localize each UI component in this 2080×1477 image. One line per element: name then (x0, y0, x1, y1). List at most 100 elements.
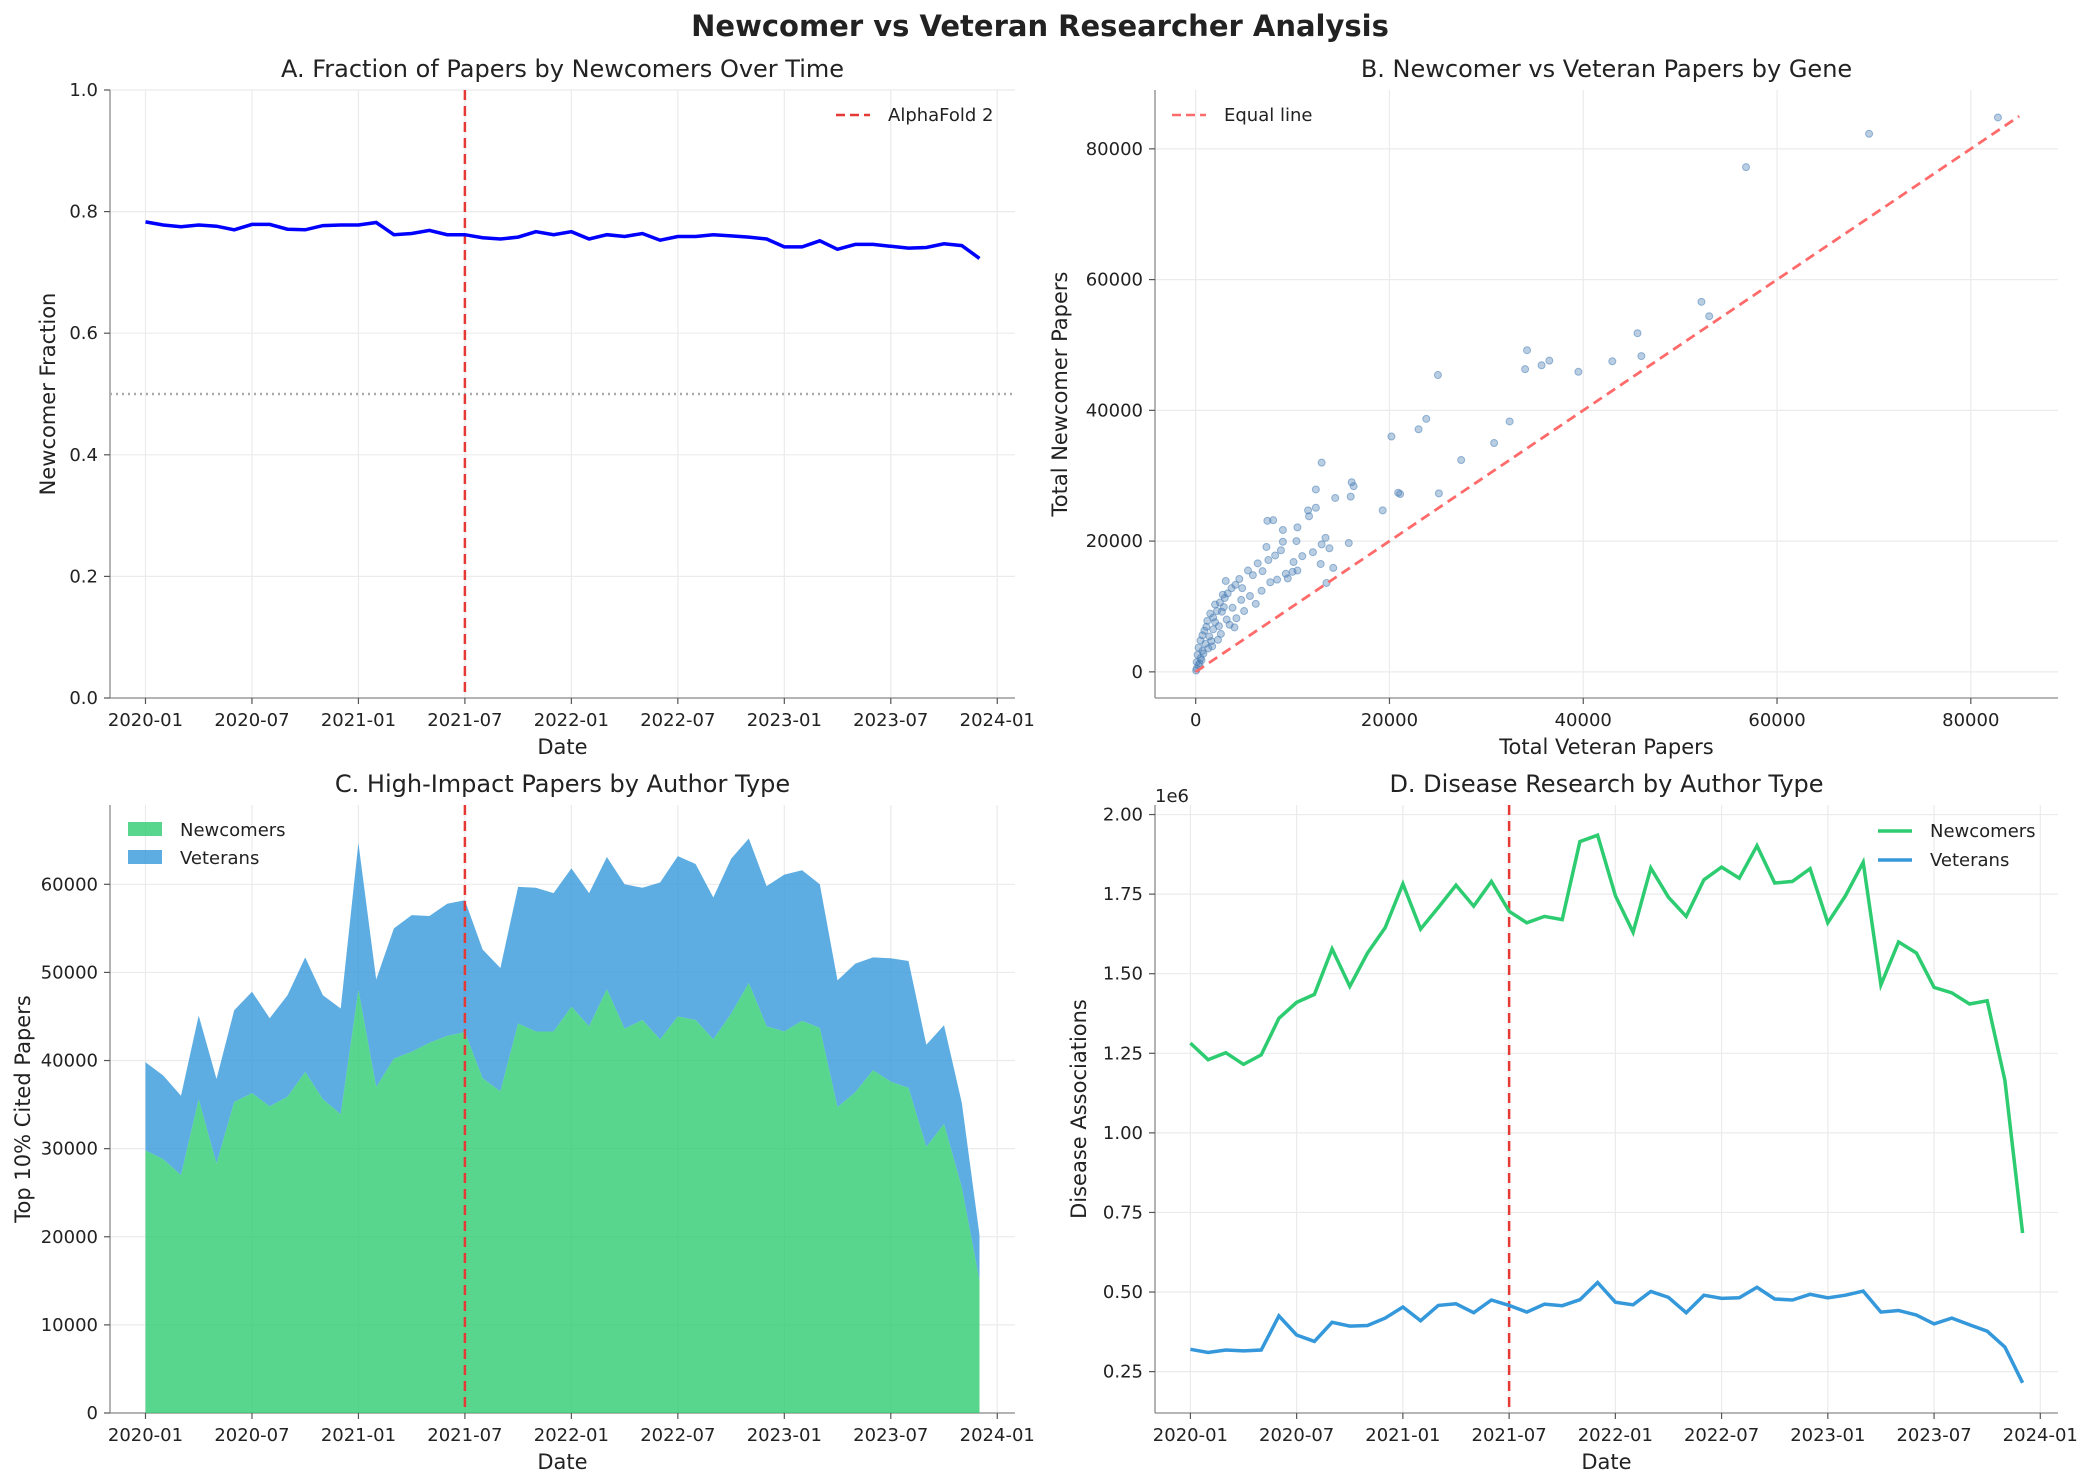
panel-title: B. Newcomer vs Veteran Papers by Gene (1361, 55, 1852, 83)
scatter-point (1608, 357, 1617, 366)
scatter-point (1993, 113, 2002, 122)
scatter-point (1281, 569, 1290, 578)
x-tick-label: 2022-07 (640, 710, 715, 731)
scatter-point (1228, 603, 1237, 612)
scatter-point (1317, 540, 1326, 549)
scatter-point (1293, 523, 1302, 532)
y-tick-label: 0.2 (69, 566, 98, 587)
scatter-point (1697, 297, 1706, 306)
x-tick-label: 40000 (1555, 710, 1612, 731)
y-tick-label: 10000 (41, 1315, 98, 1336)
newcomers-area (145, 983, 980, 1413)
x-tick-label: 80000 (1942, 710, 1999, 731)
y-tick-label: 50000 (41, 962, 98, 983)
scatter-point (1742, 163, 1751, 172)
scatter-point (1208, 642, 1217, 651)
scatter-point (1240, 607, 1249, 616)
scatter-point (1271, 551, 1280, 560)
scatter-point (1283, 574, 1292, 583)
scatter-point (1331, 493, 1340, 502)
x-tick-label: 2023-07 (1896, 1425, 1971, 1446)
x-tick-label: 60000 (1748, 710, 1805, 731)
scatter-point (1276, 546, 1285, 555)
scatter-point (1248, 571, 1257, 580)
y-tick-label: 1.25 (1103, 1043, 1143, 1064)
scatter-point (1637, 352, 1646, 361)
veterans-line (1190, 1279, 2025, 1384)
scatter-point (1204, 644, 1213, 653)
scatter-point (1298, 552, 1307, 561)
y-tick-label: 60000 (41, 874, 98, 895)
scatter-point (1387, 432, 1396, 441)
x-tick-label: 2020-07 (1259, 1425, 1334, 1446)
y-tick-label: 0.4 (69, 445, 98, 466)
scatter-point (1433, 371, 1442, 380)
x-tick-label: 2021-07 (427, 1425, 502, 1446)
x-tick-label: 2021-07 (427, 710, 502, 731)
y-tick-label: 20000 (41, 1227, 98, 1248)
scatter-point (1235, 575, 1244, 584)
equal-line (1194, 114, 2021, 674)
panel-d: 2020-01 2020-07 2021-01 2021-07 2022-01 2022-… (1067, 770, 2078, 1474)
scatter-point (1344, 539, 1353, 548)
scatter-point (1311, 485, 1320, 494)
scatter-point (1219, 603, 1228, 612)
scatter-point (1211, 600, 1220, 609)
y-tick-label: 0.75 (1103, 1202, 1143, 1223)
scatter-point (1378, 506, 1387, 515)
scatter-point (1490, 439, 1499, 448)
y-tick-label: 30000 (41, 1139, 98, 1160)
scatter-point (1202, 622, 1211, 631)
scatter-point (1214, 622, 1223, 631)
scatter-point (1273, 575, 1282, 584)
scatter-point (1227, 584, 1236, 593)
x-tick-label: 2024-01 (960, 1425, 1035, 1446)
scatter-point (1245, 592, 1254, 601)
newcomer-fraction-line (145, 220, 981, 260)
y-tick-label: 0.0 (69, 688, 98, 709)
x-tick-label: 2022-01 (534, 710, 609, 731)
y-tick-label: 0.6 (69, 323, 98, 344)
scatter-point (1225, 620, 1234, 629)
scatter-point (1705, 312, 1714, 321)
x-axis-label: Date (537, 1450, 587, 1474)
scatter-point (1288, 567, 1297, 576)
y-tick-label: 0.50 (1103, 1282, 1143, 1303)
x-tick-label: 2022-01 (1578, 1425, 1653, 1446)
y-axis-label: Disease Associations (1067, 999, 1091, 1219)
scatter-point (1434, 489, 1443, 498)
scatter-point (1308, 548, 1317, 557)
scatter-point (1195, 659, 1204, 668)
scatter-point (1266, 578, 1275, 587)
scatter-point (1505, 417, 1514, 426)
scatter-point (1237, 595, 1246, 604)
x-tick-label: 2024-01 (960, 710, 1035, 731)
x-axis-label: Total Veteran Papers (1498, 735, 1713, 759)
legend-label-equal-line: Equal line (1224, 105, 1312, 126)
scatter-point (1278, 537, 1287, 546)
scatter-point (1257, 586, 1266, 595)
scatter-point (1269, 516, 1278, 525)
scatter-point (1253, 559, 1262, 568)
scatter-point (1574, 367, 1583, 376)
scatter-point (1289, 558, 1298, 567)
x-tick-label: 2023-01 (1790, 1425, 1865, 1446)
figure-title: Newcomer vs Veteran Researcher Analysis (691, 9, 1389, 43)
scatter-point (1347, 478, 1356, 487)
x-tick-label: 2021-01 (321, 1425, 396, 1446)
x-tick-label: 2023-01 (747, 1425, 822, 1446)
panel-title: C. High-Impact Papers by Author Type (335, 770, 790, 798)
scatter-point (1537, 361, 1546, 370)
scatter-point (1349, 482, 1358, 491)
y-axis-label: Total Newcomer Papers (1048, 271, 1072, 517)
y-tick-label: 1.75 (1103, 884, 1143, 905)
x-tick-label: 2021-01 (1365, 1425, 1440, 1446)
legend-label-newcomers: Newcomers (1930, 821, 2036, 842)
scatter-point (1217, 607, 1226, 616)
scatter-point (1346, 492, 1355, 501)
x-tick-label: 2020-01 (108, 1425, 183, 1446)
scatter-point (1220, 593, 1229, 602)
scatter-point (1203, 616, 1212, 625)
scatter-point (1209, 625, 1218, 634)
x-tick-label: 2021-01 (321, 710, 396, 731)
